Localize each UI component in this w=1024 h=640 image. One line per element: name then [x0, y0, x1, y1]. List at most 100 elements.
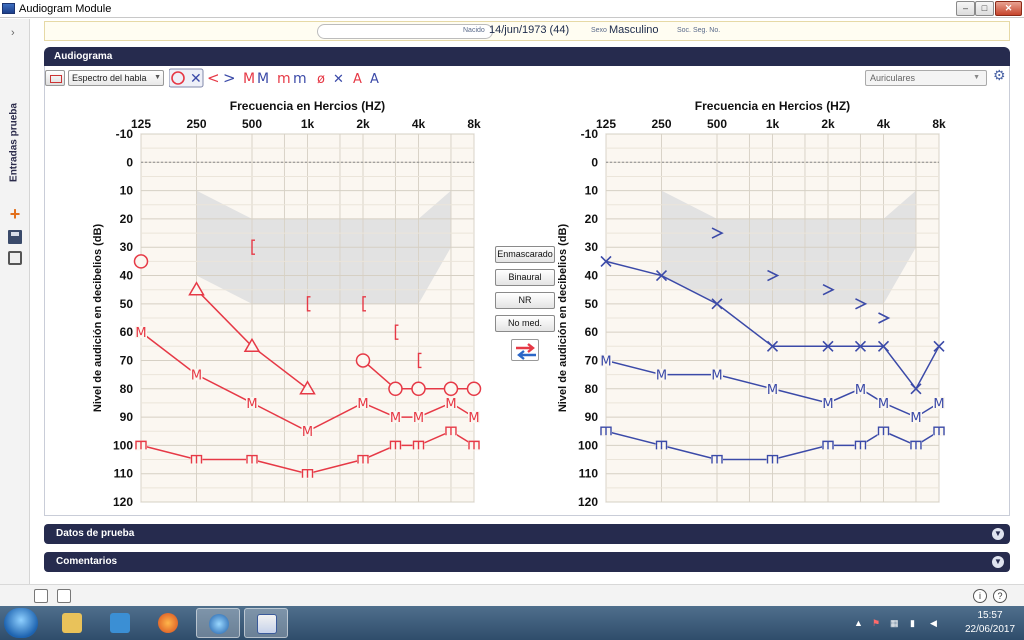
data-point-bracket: [251, 239, 255, 255]
data-point-m-bracket: [854, 440, 867, 450]
tray-volume-icon[interactable]: ◀: [930, 618, 937, 628]
firefox-icon[interactable]: [146, 608, 190, 638]
data-point-x: [822, 340, 834, 352]
section-comentarios[interactable]: Comentarios ▼: [44, 552, 1010, 572]
transducer-select[interactable]: Auriculares ▼: [865, 70, 987, 86]
data-point-M: M: [822, 397, 833, 412]
symbol-lt-icon[interactable]: <: [207, 69, 220, 87]
data-point-M: M: [600, 354, 611, 369]
spectrum-toggle-icon[interactable]: [45, 70, 65, 86]
x-tick-label: 8k: [467, 117, 481, 131]
media-player-icon[interactable]: [98, 608, 142, 638]
clock-time[interactable]: 15:57: [977, 610, 1003, 621]
symbol-mbracket-red-icon[interactable]: m: [277, 71, 291, 87]
x-tick-label: 125: [596, 117, 616, 131]
data-point-M-bg: [412, 411, 425, 424]
data-point-M: M: [855, 383, 866, 398]
symbol-m-blue-icon[interactable]: M: [257, 71, 269, 87]
spectrum-select-value: Espectro del habla: [72, 73, 147, 83]
data-point-gt: [855, 298, 868, 310]
x-tick-label: 500: [242, 117, 262, 131]
data-point-x: [655, 269, 668, 282]
grid-view-icon[interactable]: [57, 589, 71, 603]
data-point-M-bg: [246, 396, 258, 409]
clock-date[interactable]: 22/06/2017: [964, 624, 1016, 635]
minimize-button[interactable]: –: [956, 1, 975, 16]
chevron-down-icon[interactable]: ▼: [992, 556, 1004, 568]
symbol-m-red-icon[interactable]: M: [243, 71, 255, 87]
data-point-triangle: [299, 380, 316, 395]
masked-button[interactable]: Enmascarado: [495, 246, 555, 263]
symbol-palette: ✕ < > M M m m ø ✕ A A: [169, 68, 379, 88]
data-point-gt: [711, 227, 724, 239]
symbol-mbracket-blue-icon[interactable]: m: [293, 71, 307, 87]
y-tick-label: 60: [585, 325, 599, 339]
x-tick-label: 250: [651, 117, 671, 131]
patient-name-field[interactable]: [317, 24, 493, 39]
maximize-button[interactable]: □: [975, 1, 994, 16]
data-point-x: [600, 255, 612, 267]
chevron-right-icon[interactable]: ›: [11, 27, 15, 39]
tray-expand-icon[interactable]: ▲: [854, 618, 863, 628]
sidebar-tab-label: Entradas prueba: [8, 103, 20, 182]
data-point-circle: [466, 381, 482, 397]
list-view-icon[interactable]: [34, 589, 48, 603]
chevron-down-icon[interactable]: ▼: [992, 528, 1004, 540]
info-icon[interactable]: i: [973, 589, 987, 603]
tray-signal-icon[interactable]: ▮: [910, 618, 915, 628]
chart-title: Frecuencia en Hercios (HZ): [695, 99, 850, 113]
symbol-x-icon[interactable]: ✕: [190, 71, 202, 87]
sex-label: Sexo: [591, 27, 607, 34]
binaural-button[interactable]: Binaural: [495, 269, 555, 286]
data-point-M: M: [910, 411, 921, 426]
help-icon[interactable]: ?: [993, 589, 1007, 603]
x-tick-label: 250: [186, 117, 206, 131]
section-datos-prueba[interactable]: Datos de prueba ▼: [44, 524, 1010, 544]
explorer-icon[interactable]: [50, 608, 94, 638]
tray-network-icon[interactable]: ▦: [890, 618, 899, 628]
print-icon[interactable]: [8, 251, 22, 265]
data-point-m-bracket: [357, 454, 369, 464]
y-tick-label: 90: [120, 410, 134, 424]
y-tick-label: 110: [579, 467, 599, 481]
symbol-circle-icon[interactable]: [171, 71, 185, 85]
nr-button[interactable]: NR: [495, 292, 555, 309]
symbol-palette-selected-bg: [169, 68, 204, 88]
app-icon[interactable]: [196, 608, 240, 638]
tray-flag-icon[interactable]: ⚑: [872, 618, 881, 628]
no-med-button[interactable]: No med.: [495, 315, 555, 332]
audiogram-app-icon[interactable]: [244, 608, 288, 638]
x-tick-label: 1k: [301, 117, 315, 131]
data-point-m-bracket: [600, 426, 612, 436]
start-button-icon[interactable]: [4, 608, 38, 638]
symbol-a-blue-icon[interactable]: A: [370, 72, 379, 87]
data-point-M: M: [767, 383, 778, 398]
data-point-m-bracket: [246, 454, 258, 464]
data-point-x: [711, 298, 723, 310]
ssn-label: Soc. Seg. No.: [677, 27, 721, 34]
spectrum-select[interactable]: Espectro del habla ▼: [68, 70, 164, 86]
data-point-m-bracket: [468, 440, 480, 450]
data-point-m-bracket: [135, 440, 147, 450]
save-icon[interactable]: [8, 230, 22, 244]
y-tick-label: 20: [120, 212, 134, 226]
sex-value: Masculino: [609, 24, 659, 36]
symbol-no-response-blue-icon[interactable]: ✕: [333, 72, 344, 87]
data-point-M-bg: [357, 396, 369, 409]
data-point-M-bg: [444, 396, 457, 409]
data-point-M-bg: [822, 396, 834, 409]
data-point-m-bracket: [910, 440, 922, 450]
sidebar-tab-entradas[interactable]: Entradas prueba: [3, 99, 25, 189]
y-tick-label: 0: [126, 155, 133, 169]
symbol-no-response-red-icon[interactable]: ø: [317, 72, 325, 87]
plus-icon[interactable]: +: [9, 204, 21, 224]
symbol-a-red-icon[interactable]: A: [353, 72, 362, 87]
swap-ears-button[interactable]: [511, 339, 539, 361]
symbol-gt-icon[interactable]: >: [223, 69, 236, 87]
y-tick-label: 80: [585, 382, 599, 396]
data-point-m-bracket: [933, 426, 945, 436]
close-button[interactable]: ✕: [995, 1, 1022, 16]
data-point-m-bracket: [711, 454, 723, 464]
gear-icon[interactable]: ⚙: [993, 67, 1006, 83]
y-tick-label: 30: [585, 240, 599, 254]
